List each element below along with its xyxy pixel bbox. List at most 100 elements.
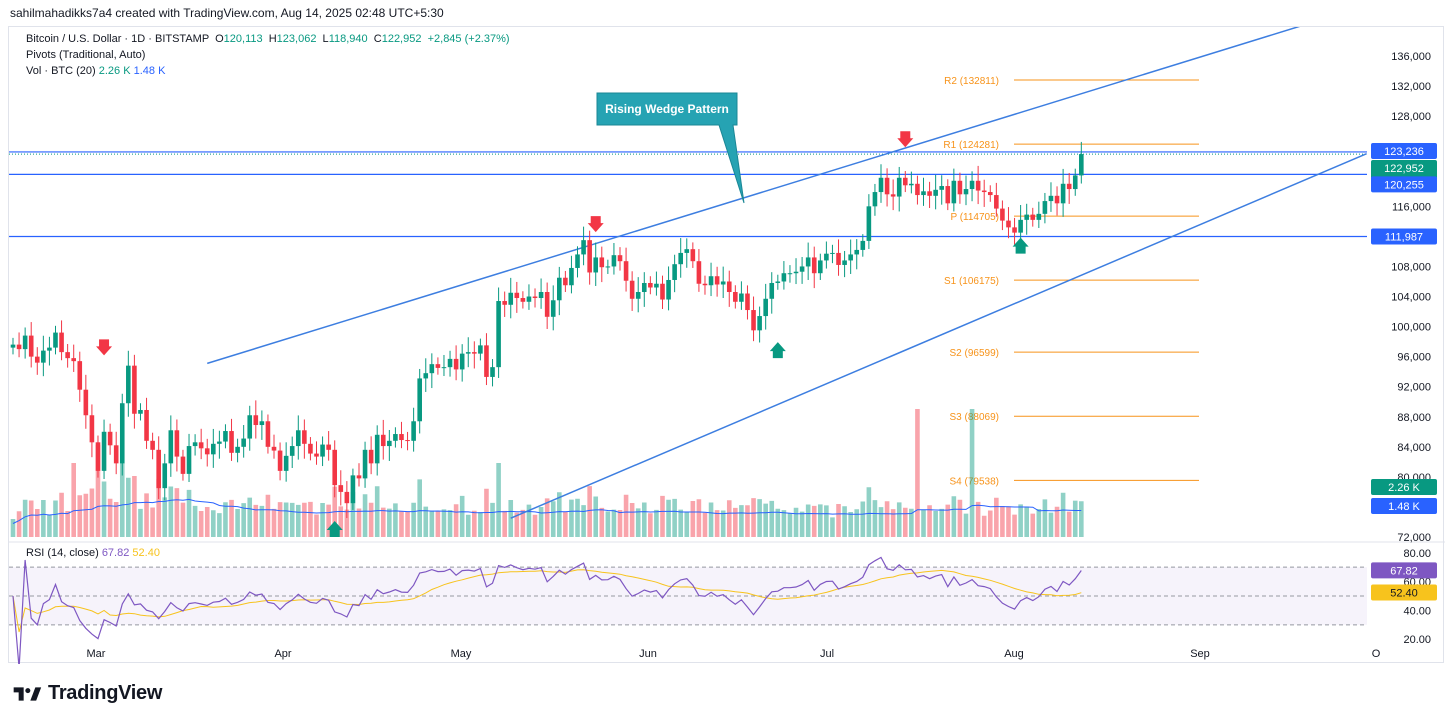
candle-body xyxy=(726,281,732,293)
volume-bar xyxy=(860,501,866,537)
candle-body xyxy=(174,430,180,457)
candle-body xyxy=(532,296,538,299)
volume-bar xyxy=(909,508,914,537)
candle-body xyxy=(502,301,507,305)
candle-body xyxy=(538,292,544,299)
volume-bar xyxy=(830,517,835,537)
volume-bar xyxy=(714,510,720,537)
pivots-legend[interactable]: Pivots (Traditional, Auto) xyxy=(26,49,146,61)
candle-body xyxy=(198,442,204,449)
volume-bar xyxy=(769,500,775,537)
candle-body xyxy=(866,206,872,241)
candle-body xyxy=(180,456,186,474)
volume-legend[interactable]: Vol · BTC (20) 2.26 K 1.48 K xyxy=(26,65,165,77)
candle-body xyxy=(89,415,95,443)
volume-bar xyxy=(356,508,362,537)
price-tick-label: 108,000 xyxy=(1391,261,1431,273)
volume-bar xyxy=(581,505,586,537)
candle-body xyxy=(53,332,58,348)
candle-body xyxy=(113,445,119,464)
candle-body xyxy=(484,345,489,377)
candle-body xyxy=(405,440,410,442)
candle-body xyxy=(1018,219,1023,233)
volume-bar xyxy=(1018,504,1023,537)
candle-body xyxy=(617,255,623,262)
candle-body xyxy=(787,273,793,275)
volume-bar xyxy=(672,498,677,537)
price-tick-label: 100,000 xyxy=(1391,322,1431,334)
volume-bar xyxy=(478,512,483,537)
candle-body xyxy=(441,367,447,369)
volume-bar xyxy=(818,504,823,537)
volume-bar xyxy=(550,501,556,537)
volume-bar xyxy=(945,504,951,537)
down-arrow-icon xyxy=(587,216,604,233)
chart-frame[interactable]: R2 (132811) R1 (124281) P (114705) S1 (1061… xyxy=(8,4,1445,669)
volume-bar xyxy=(921,509,926,537)
candle-body xyxy=(277,450,283,471)
volume-bar xyxy=(241,503,246,537)
candle-body xyxy=(690,249,696,262)
volume-bar xyxy=(763,503,768,537)
candle-body xyxy=(320,444,325,457)
volume-bar xyxy=(1036,509,1042,537)
volume-bar xyxy=(842,506,847,537)
candle-body xyxy=(969,180,975,190)
candle-body xyxy=(902,177,908,186)
volume-ma-axis-label-box xyxy=(1371,498,1437,514)
rsi-pane xyxy=(9,556,1367,669)
candle-body xyxy=(763,298,768,317)
price-chart[interactable]: R2 (132811) R1 (124281) P (114705) S1 (1061… xyxy=(9,4,1445,669)
volume-bar xyxy=(16,511,22,537)
volume-bar xyxy=(186,489,192,537)
candle-body xyxy=(10,344,16,348)
volume-bar xyxy=(28,500,34,537)
volume-bar xyxy=(654,509,659,537)
volume-bar xyxy=(563,511,568,537)
candle-body xyxy=(223,431,228,442)
symbol-legend[interactable]: Bitcoin / U.S. Dollar · 1D · BITSTAMP O1… xyxy=(26,33,510,45)
volume-bar xyxy=(235,509,240,537)
candle-body xyxy=(211,443,216,455)
volume-bar xyxy=(47,514,52,537)
volume-bar xyxy=(538,507,544,537)
candle-body xyxy=(192,442,198,447)
candle-body xyxy=(41,350,46,363)
candle-body xyxy=(283,455,289,471)
pivot-label: S3 (88069) xyxy=(950,412,999,423)
volume-bar xyxy=(696,499,702,537)
volume-bar xyxy=(180,502,186,537)
candle-body xyxy=(781,273,787,282)
volume-bar xyxy=(957,499,963,537)
symbol-name: Bitcoin / U.S. Dollar · 1D · BITSTAMP xyxy=(26,33,209,45)
volume-bar xyxy=(599,507,605,537)
volume-label: Vol · BTC (20) xyxy=(26,65,96,77)
candle-body xyxy=(733,292,738,302)
candle-body xyxy=(1030,214,1036,220)
up-arrow-icon xyxy=(769,342,786,359)
volume-bar xyxy=(508,500,514,537)
volume-bar xyxy=(896,502,902,537)
volume-bar xyxy=(289,502,295,537)
volume-bar xyxy=(848,512,853,537)
candle-body xyxy=(186,446,192,474)
volume-bar xyxy=(271,508,277,537)
candle-body xyxy=(478,345,483,354)
price-tick-label: 136,000 xyxy=(1391,51,1431,63)
volume-bar xyxy=(10,519,16,537)
low-value: 118,940 xyxy=(328,33,368,45)
volume-bar xyxy=(927,505,932,537)
callout-text: Rising Wedge Pattern xyxy=(605,102,729,116)
tradingview-brand[interactable]: TradingView xyxy=(12,682,162,705)
volume-bar xyxy=(1000,506,1005,537)
volume-bar xyxy=(253,504,259,537)
candle-body xyxy=(447,358,453,368)
candle-body xyxy=(417,378,422,422)
rsi-legend[interactable]: RSI (14, close) 67.82 52.40 xyxy=(26,547,160,559)
volume-bar xyxy=(211,510,216,537)
volume-bar xyxy=(635,508,641,537)
volume-bar xyxy=(168,486,174,537)
candle-body xyxy=(314,453,319,457)
candle-body xyxy=(28,335,34,357)
candle-body xyxy=(144,409,149,441)
